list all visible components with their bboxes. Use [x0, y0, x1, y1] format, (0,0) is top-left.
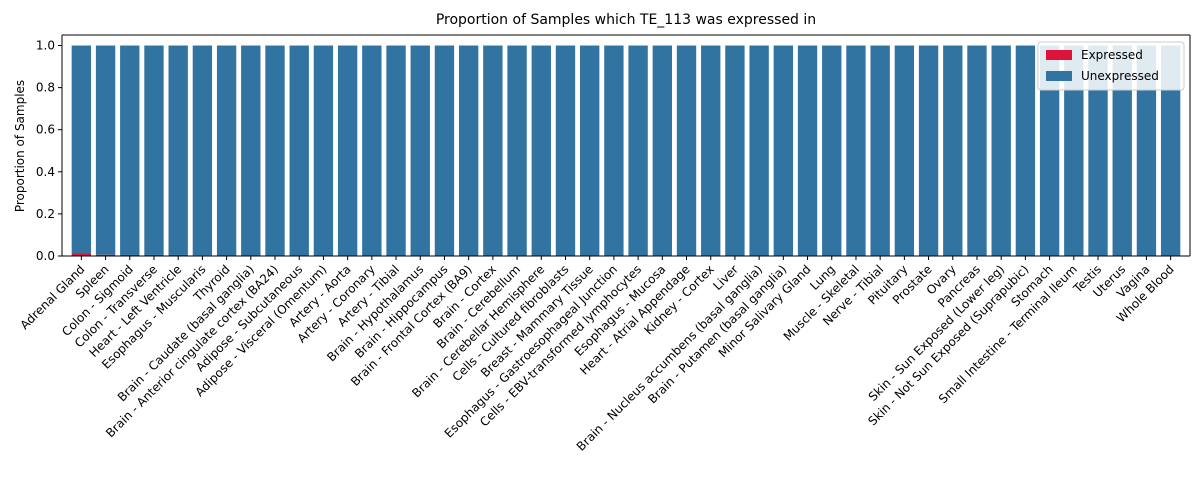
legend-swatch	[1046, 50, 1072, 60]
bar-unexpressed-0	[71, 45, 92, 254]
bar-unexpressed-34	[894, 45, 915, 256]
bar-unexpressed-18	[507, 45, 527, 256]
axes	[61, 34, 1191, 257]
bar-unexpressed-23	[628, 45, 648, 256]
bar-unexpressed-22	[604, 45, 624, 256]
bar-unexpressed-37	[967, 45, 987, 256]
bar-expressed-0	[71, 253, 92, 256]
bar-unexpressed-33	[870, 45, 890, 256]
bar-unexpressed-15	[434, 45, 455, 256]
bar-unexpressed-10	[313, 45, 334, 256]
bar-unexpressed-25	[676, 45, 697, 256]
bar-unexpressed-7	[241, 45, 261, 256]
bar-unexpressed-41	[1064, 45, 1084, 256]
bar-unexpressed-40	[1039, 45, 1060, 256]
bar-expressed-4	[168, 254, 188, 256]
legend-box	[1037, 41, 1185, 91]
bar-unexpressed-11	[337, 45, 358, 256]
bar-unexpressed-2	[120, 45, 140, 255]
y-tick-label: 0.8	[36, 81, 55, 95]
bar-unexpressed-19	[531, 45, 551, 256]
bar-expressed-3	[144, 254, 164, 256]
bar-unexpressed-32	[846, 45, 866, 256]
bar-unexpressed-21	[580, 45, 600, 256]
y-axis: 0.0 0.2 0.4 0.6 0.8 1.0	[36, 39, 62, 263]
bar-unexpressed-35	[918, 45, 939, 256]
chart-title: Proportion of Samples which TE_113 was e…	[436, 12, 816, 28]
y-axis-label: Proportion of Samples	[13, 80, 27, 212]
bar-unexpressed-42	[1088, 45, 1108, 256]
bar-unexpressed-45	[1160, 45, 1181, 256]
y-tick-label: 0.2	[36, 207, 55, 221]
bar-unexpressed-8	[265, 45, 285, 256]
bar-unexpressed-31	[822, 45, 842, 256]
bar-unexpressed-4	[168, 45, 188, 255]
bar-unexpressed-5	[192, 45, 213, 256]
bar-unexpressed-16	[458, 45, 479, 256]
bar-unexpressed-24	[652, 45, 672, 256]
legend: Expressed Unexpressed	[1037, 41, 1185, 91]
legend-label: Unexpressed	[1081, 69, 1159, 83]
bar-unexpressed-44	[1136, 45, 1157, 256]
bar-unexpressed-27	[725, 45, 745, 256]
bar-unexpressed-3	[144, 45, 164, 255]
bar-unexpressed-29	[773, 45, 794, 256]
bar-unexpressed-28	[749, 45, 769, 256]
bar-unexpressed-30	[797, 45, 818, 256]
bar-unexpressed-9	[289, 45, 309, 256]
bar-unexpressed-6	[216, 45, 237, 256]
bar-group	[71, 45, 1181, 256]
y-tick-label: 0.6	[36, 123, 55, 137]
bar-expressed-1	[95, 254, 116, 256]
bar-unexpressed-20	[555, 45, 576, 256]
bar-unexpressed-12	[362, 45, 382, 256]
bar-unexpressed-17	[483, 45, 503, 256]
bar-unexpressed-43	[1112, 45, 1132, 256]
bar-unexpressed-39	[1015, 45, 1036, 256]
bar-unexpressed-1	[95, 45, 116, 255]
bar-unexpressed-36	[943, 45, 963, 256]
bar-expressed-2	[120, 254, 140, 256]
y-tick-label: 0.4	[36, 165, 55, 179]
legend-label: Expressed	[1081, 48, 1143, 62]
y-tick-label: 0.0	[36, 249, 55, 263]
y-tick-label: 1.0	[36, 39, 55, 53]
bar-unexpressed-38	[991, 45, 1011, 256]
bar-unexpressed-14	[410, 45, 430, 256]
legend-swatch	[1046, 71, 1072, 81]
bar-unexpressed-26	[701, 45, 721, 256]
bar-unexpressed-13	[386, 45, 406, 256]
